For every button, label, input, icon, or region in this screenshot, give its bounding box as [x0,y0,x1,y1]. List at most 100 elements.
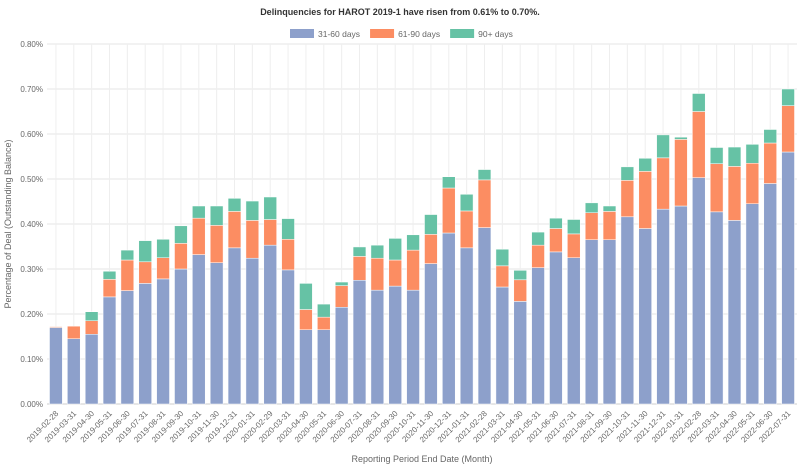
bar-segment-61-90-days [334,285,349,308]
bar-segment-90-days [156,239,170,259]
bar-segment-31-60-days [745,203,760,405]
bar-segment-61-90-days [174,243,188,270]
bar-segment-90-days [281,218,295,240]
y-axis-label: Percentage of Deal (Outstanding Balance) [3,139,13,308]
bar-segment-90-days [245,200,260,221]
bar-segment-31-60-days [656,208,670,405]
bar-segment-61-90-days [692,111,706,178]
bar-segment-31-60-days [49,327,63,405]
bar-segment-31-60-days [477,227,492,405]
bar-segment-61-90-days [388,259,402,287]
bar-segment-90-days [388,238,402,261]
bar-segment-61-90-days [67,325,81,339]
bar-segment-90-days [442,176,456,189]
chart-title: Delinquencies for HAROT 2019-1 have rise… [260,7,540,17]
y-tick-label: 0.80% [20,40,43,49]
bar-segment-90-days [620,166,635,181]
bar-segment-61-90-days [513,279,527,302]
bar-segment-31-60-days [638,228,652,405]
bar-segment-90-days [370,244,385,259]
y-tick-label: 0.50% [20,175,43,184]
bar-segment-31-60-days [370,289,385,405]
bar-segment-90-days [477,169,492,181]
bar-segment-90-days [174,225,188,244]
bar-segment-90-days [459,194,474,212]
bar-segment-90-days [84,311,99,321]
legend-label[interactable]: 61-90 days [398,29,440,39]
bar-segment-90-days [549,217,563,229]
bar-segment-90-days [567,219,581,235]
bar-segment-61-90-days [192,217,206,255]
bar-segment-61-90-days [406,249,420,291]
bar-segment-90-days [727,146,742,167]
bar-segment-61-90-days [495,265,510,288]
bar-segment-61-90-days [120,259,135,291]
bar-segment-31-60-days [67,338,81,405]
bar-segment-61-90-days [227,211,242,249]
bar-segment-61-90-days [370,257,385,291]
bar-segment-61-90-days [102,279,117,298]
x-tick-labels: 2019-02-282019-03-312019-04-302019-05-31… [25,409,793,445]
bar-segment-90-days [263,196,277,220]
bar-segment-90-days [424,214,438,235]
bar-segment-31-60-days [245,257,260,405]
bar-segment-31-60-days [531,267,545,405]
bar-segment-61-90-days [299,309,313,330]
bar-segment-90-days [334,281,349,286]
bar-segment-61-90-days [727,166,742,221]
bar-segment-90-days [763,129,777,144]
bar-segment-31-60-days [513,301,527,405]
bar-segment-90-days [192,205,206,219]
bar-segment-31-60-days [692,177,706,405]
bars [49,88,795,405]
bar-segment-90-days [352,246,367,257]
bar-segment-31-60-days [174,268,188,405]
bar-segment-61-90-days [781,105,795,153]
bar-segment-90-days [602,205,617,212]
bar-segment-31-60-days [192,254,206,405]
y-tick-label: 0.30% [20,265,43,274]
bar-segment-90-days [406,234,420,251]
bar-segment-31-60-days [317,329,331,405]
bar-segment-31-60-days [156,278,170,405]
bar-segment-31-60-days [459,247,474,405]
bar-segment-31-60-days [602,239,617,405]
y-tick-label: 0.10% [20,355,43,364]
bar-segment-61-90-days [317,316,331,330]
bar-segment-61-90-days [477,179,492,228]
bar-segment-61-90-days [656,157,670,210]
bar-segment-90-days [513,270,527,281]
bar-segment-90-days [781,88,795,106]
bar-segment-61-90-days [584,212,599,240]
bar-segment-31-60-days [138,283,152,405]
legend: 31-60 days 61-90 days 90+ days [290,29,513,39]
bar-segment-31-60-days [495,286,510,405]
bar-segment-61-90-days [156,257,170,280]
bar-segment-31-60-days [84,334,99,405]
bar-segment-31-60-days [709,211,724,405]
bar-segment-31-60-days [102,296,117,405]
bar-segment-61-90-days [245,220,260,259]
legend-label[interactable]: 31-60 days [318,29,360,39]
bar-segment-90-days [495,248,510,267]
bar-segment-90-days [531,231,545,246]
bar-segment-31-60-days [334,307,349,405]
legend-swatch [370,29,395,38]
bar-segment-90-days [120,249,135,261]
bar-segment-31-60-days [263,244,277,405]
bar-segment-90-days [138,240,152,263]
bar-segment-61-90-days [602,211,617,240]
bar-segment-61-90-days [549,228,563,253]
y-tick-label: 0.00% [20,400,43,409]
bar-segment-61-90-days [49,326,63,328]
bar-segment-61-90-days [442,187,456,234]
bar-segment-90-days [102,271,117,280]
bar-segment-90-days [745,144,760,164]
bar-segment-61-90-days [281,239,295,271]
bar-segment-90-days [584,202,599,214]
bar-segment-31-60-days [209,262,224,405]
legend-label[interactable]: 90+ days [478,29,513,39]
bar-segment-90-days [674,136,688,140]
bar-segment-31-60-days [281,269,295,405]
